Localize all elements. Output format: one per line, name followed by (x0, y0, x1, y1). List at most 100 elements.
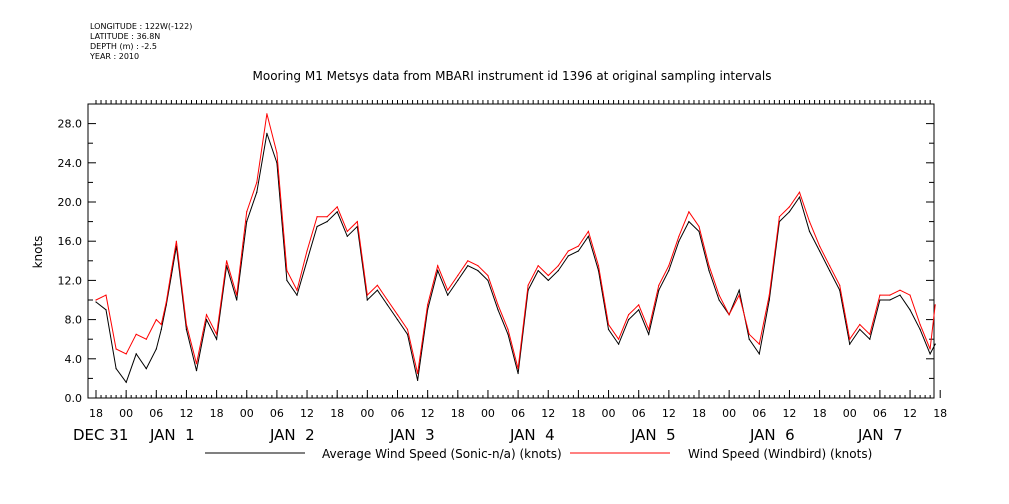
data-point-sonic (889, 299, 891, 301)
data-point-sonic (477, 270, 479, 272)
data-point-sonic (839, 289, 841, 291)
data-point-sonic (768, 299, 770, 301)
data-point-sonic (708, 270, 710, 272)
data-point-sonic (507, 333, 509, 335)
x-tick-label: 06 (270, 407, 284, 420)
x-tick-label: 18 (571, 407, 585, 420)
data-point-sonic (638, 309, 640, 311)
x-tick-label: 18 (451, 407, 465, 420)
data-point-sonic (517, 372, 519, 375)
data-point-windbird (417, 372, 419, 375)
chart-title: Mooring M1 Metsys data from MBARI instru… (253, 69, 772, 83)
x-tick-label: 12 (541, 407, 555, 420)
data-point-sonic (869, 338, 871, 340)
data-point-windbird (708, 265, 710, 267)
data-point-windbird (406, 328, 409, 330)
data-point-sonic (788, 211, 791, 213)
data-point-windbird (849, 338, 851, 340)
data-point-windbird (934, 304, 936, 306)
data-point-windbird (306, 250, 308, 252)
data-point-windbird (768, 294, 770, 296)
data-point-windbird (537, 265, 539, 267)
data-point-windbird (758, 343, 760, 345)
longitude-text: LONGITUDE : 122W(-122) (90, 22, 192, 31)
data-point-sonic (266, 132, 268, 134)
x-tick-label: 18 (692, 407, 706, 420)
data-point-windbird (567, 250, 569, 252)
data-point-windbird (145, 338, 147, 340)
data-point-windbird (396, 314, 399, 316)
x-tick-label: 12 (662, 407, 676, 420)
x-day-label: JAN 4 (509, 426, 555, 444)
data-point-windbird (427, 304, 429, 306)
data-point-sonic (557, 270, 559, 272)
data-point-windbird (185, 323, 187, 326)
data-point-sonic (160, 328, 162, 330)
y-axis-ticks: 0.0 4.0 8.0 12.0 16.0 20.0 24.0 28.0 (58, 103, 934, 405)
data-point-windbird (105, 294, 107, 296)
data-point-windbird (336, 206, 338, 208)
x-tick-label: 00 (602, 407, 616, 420)
year-text: YEAR : 2010 (89, 52, 139, 61)
header-metadata: LONGITUDE : 122W(-122) LATITUDE : 36.8N … (89, 22, 192, 61)
y-tick-label: 28.0 (58, 118, 83, 131)
data-point-windbird (607, 323, 610, 326)
data-point-sonic (135, 353, 137, 355)
data-point-windbird (95, 299, 97, 301)
data-point-sonic (688, 221, 690, 223)
data-point-sonic (819, 250, 821, 252)
data-point-sonic (447, 294, 449, 296)
x-day-label: DEC 31 (73, 426, 128, 444)
data-point-windbird (889, 294, 891, 296)
series-layer (95, 113, 936, 384)
legend: Average Wind Speed (Sonic-n/a) (knots) W… (205, 447, 872, 461)
data-point-sonic (376, 289, 378, 291)
data-point-windbird (175, 240, 177, 242)
x-tick-label: 00 (722, 407, 736, 420)
data-point-windbird (557, 265, 559, 267)
x-tick-label: 00 (360, 407, 374, 420)
data-point-sonic (296, 294, 298, 296)
data-point-windbird (597, 265, 600, 267)
data-point-windbird (869, 333, 871, 335)
data-point-windbird (829, 265, 831, 267)
data-point-sonic (246, 221, 248, 223)
data-point-windbird (879, 294, 881, 296)
data-point-windbird (467, 260, 469, 262)
data-point-windbird (477, 265, 479, 267)
data-point-sonic (859, 328, 861, 330)
data-point-sonic (216, 338, 218, 340)
data-point-sonic (467, 265, 469, 267)
data-point-sonic (386, 304, 388, 306)
data-point-sonic (547, 279, 549, 281)
data-point-sonic (698, 230, 700, 232)
data-point-windbird (748, 333, 750, 335)
data-point-windbird (638, 304, 640, 306)
data-point-windbird (497, 304, 499, 306)
data-point-windbird (266, 113, 268, 115)
data-point-sonic (849, 343, 851, 345)
data-point-windbird (160, 323, 162, 326)
data-point-windbird (135, 333, 137, 335)
data-point-sonic (105, 309, 107, 311)
data-point-sonic (286, 279, 288, 281)
depth-text: DEPTH (m) : -2.5 (90, 42, 157, 51)
x-day-label: JAN 2 (269, 426, 315, 444)
data-point-windbird (366, 294, 368, 296)
data-point-windbird (919, 323, 921, 326)
data-point-sonic (628, 319, 630, 321)
data-point-sonic (256, 191, 258, 193)
x-tick-label: 06 (752, 407, 766, 420)
x-tick-label: 18 (933, 407, 947, 420)
data-point-windbird (859, 323, 861, 326)
data-point-sonic (618, 343, 620, 345)
data-point-windbird (738, 294, 740, 296)
data-point-sonic (919, 328, 921, 330)
data-point-sonic (934, 343, 936, 345)
data-point-sonic (748, 338, 750, 340)
data-point-sonic (808, 230, 811, 232)
x-tick-label: 12 (782, 407, 796, 420)
data-point-windbird (276, 152, 278, 154)
data-point-windbird (437, 265, 439, 267)
